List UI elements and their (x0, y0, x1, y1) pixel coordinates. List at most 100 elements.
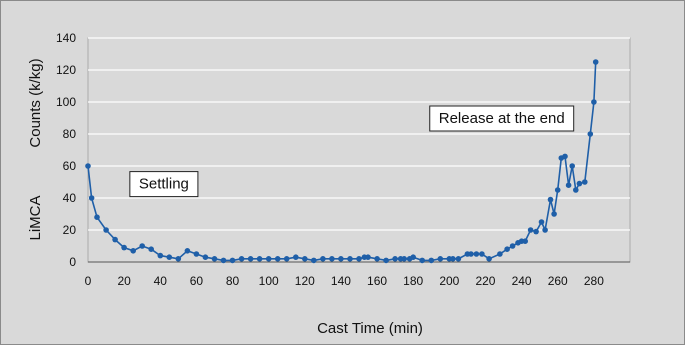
x-tick-label: 240 (512, 274, 532, 288)
x-tick-label: 40 (154, 274, 168, 288)
data-point (256, 255, 263, 262)
plot-area (87, 37, 631, 263)
x-tick-label: 20 (117, 274, 131, 288)
data-point (542, 227, 548, 233)
x-tick-label: 260 (548, 274, 568, 288)
data-point (547, 196, 554, 203)
x-tick-labels: 0 20 40 60 80 100 120 140 160 180 200 220 240 260 280 (85, 274, 605, 288)
x-tick-label: 160 (367, 274, 387, 288)
x-tick-label: 140 (331, 274, 351, 288)
data-point (450, 255, 456, 262)
data-point (410, 254, 417, 260)
y-tick-label: 60 (63, 159, 77, 173)
data-point (383, 257, 389, 264)
data-point (175, 255, 182, 262)
data-point (329, 255, 335, 262)
data-point (509, 243, 516, 249)
data-point (193, 251, 200, 257)
series-layer (85, 59, 599, 264)
data-point (356, 255, 362, 262)
data-point (401, 255, 408, 262)
y-tick-label: 0 (69, 255, 76, 269)
x-tick-label: 100 (259, 274, 279, 288)
data-point (293, 254, 299, 260)
data-point (591, 99, 597, 105)
data-point (229, 257, 236, 264)
data-point (157, 252, 164, 259)
y-tick-label: 100 (56, 95, 76, 109)
data-point (582, 179, 588, 185)
data-point (184, 248, 191, 254)
data-point (522, 238, 528, 244)
data-point (274, 255, 281, 262)
data-point (437, 255, 444, 262)
annotation-box: Release at the end (429, 105, 575, 132)
data-point (468, 251, 474, 257)
data-point (94, 214, 100, 220)
data-point (302, 255, 308, 262)
data-point (211, 255, 218, 262)
x-tick-label: 0 (85, 274, 92, 288)
grid-lines (88, 37, 630, 231)
x-tick-label: 80 (226, 274, 240, 288)
data-point (527, 227, 534, 233)
data-point (428, 257, 435, 264)
data-point (338, 255, 344, 262)
y-tick-label: 20 (63, 223, 77, 237)
data-point (592, 59, 599, 65)
data-point (497, 251, 503, 257)
annotation-text: Settling (139, 176, 189, 193)
annotations: Settling Release at the end (129, 105, 575, 198)
data-point (565, 182, 572, 188)
data-point (554, 187, 561, 193)
y-tick-label: 140 (56, 31, 76, 45)
annotation-box-bg (429, 105, 575, 132)
data-point (392, 255, 398, 262)
y-tick-label: 40 (63, 191, 77, 205)
y-tick-label: 80 (63, 127, 77, 141)
data-point (238, 255, 245, 262)
data-point (265, 255, 272, 262)
data-point (283, 255, 290, 262)
x-tick-label: 200 (439, 274, 459, 288)
data-point (347, 255, 353, 262)
x-tick-label: 120 (295, 274, 315, 288)
data-point (587, 131, 594, 137)
data-point (479, 251, 485, 257)
x-tick-label: 280 (584, 274, 604, 288)
data-point (486, 255, 492, 262)
annotation-box: Settling (129, 171, 199, 198)
annotation-text: Release at the end (439, 110, 565, 127)
data-point (533, 228, 539, 235)
data-point (419, 257, 426, 264)
y-axis-title-right: Counts (k/kg) (27, 58, 44, 147)
x-tick-label: 60 (190, 274, 204, 288)
x-axis-title: Cast Time (min) (317, 320, 423, 337)
data-point (121, 244, 127, 251)
data-point (88, 195, 95, 201)
y-axis-title-left: LiMCA (27, 195, 44, 240)
data-point (573, 187, 579, 193)
data-point (148, 246, 154, 252)
data-point (374, 255, 380, 262)
x-tick-label: 180 (403, 274, 423, 288)
data-point (311, 257, 317, 264)
data-point (202, 254, 209, 260)
data-point (247, 255, 254, 262)
data-point (139, 243, 145, 249)
y-tick-labels: 0 20 40 60 80 100 120 140 (56, 31, 76, 269)
data-point (320, 255, 326, 262)
data-point (112, 236, 118, 243)
data-point (365, 254, 371, 260)
x-tick-label: 220 (475, 274, 495, 288)
data-point (220, 257, 227, 264)
data-point (551, 211, 557, 217)
data-point (103, 227, 109, 233)
data-point (85, 163, 91, 169)
data-point (569, 163, 575, 169)
annotation-box-bg (129, 171, 199, 198)
data-point (576, 180, 583, 187)
data-point (504, 246, 510, 252)
y-tick-label: 120 (56, 63, 76, 77)
